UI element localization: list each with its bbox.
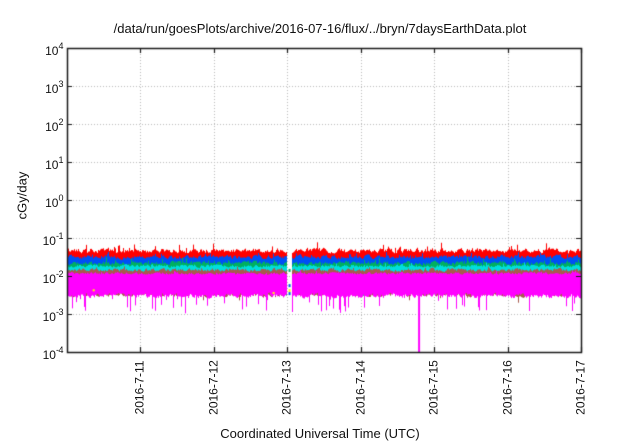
y-tick-label: 10-4 [42, 345, 64, 362]
x-tick-label: 2016-7-15 [426, 360, 441, 415]
x-tick-label: 2016-7-12 [206, 360, 221, 415]
y-tick-label: 10-3 [42, 307, 64, 324]
x-tick-label: 2016-7-17 [573, 360, 588, 415]
y-tick-label: 102 [45, 117, 63, 134]
y-axis-label: cGy/day [14, 171, 30, 220]
y-tick-label: 10-2 [42, 269, 64, 286]
y-tick-label: 100 [45, 193, 63, 210]
y-tick-label: 104 [45, 41, 63, 58]
y-tick-label: 10-1 [42, 231, 64, 248]
y-tick-label: 103 [45, 79, 63, 96]
x-axis-label: Coordinated Universal Time (UTC) [220, 426, 420, 441]
x-tick-label: 2016-7-16 [500, 360, 515, 415]
x-tick-label: 2016-7-14 [353, 360, 368, 415]
x-tick-label: 2016-7-11 [132, 360, 147, 415]
y-tick-label: 101 [45, 155, 63, 172]
x-tick-label: 2016-7-13 [279, 360, 294, 415]
